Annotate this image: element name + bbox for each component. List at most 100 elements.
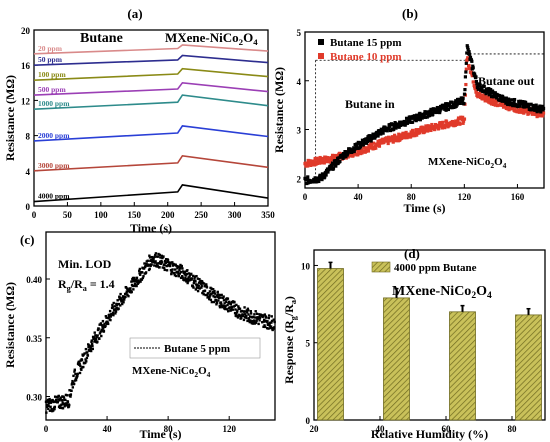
data-point bbox=[495, 103, 500, 108]
data-point bbox=[461, 121, 465, 125]
data-point bbox=[225, 300, 228, 304]
data-point bbox=[110, 313, 113, 316]
data-point bbox=[185, 280, 188, 283]
data-point bbox=[156, 265, 160, 268]
data-point bbox=[410, 128, 415, 133]
data-point bbox=[539, 110, 543, 114]
bar bbox=[515, 314, 542, 421]
data-point bbox=[178, 266, 182, 270]
data-point bbox=[312, 160, 316, 164]
data-point bbox=[429, 108, 433, 112]
data-point bbox=[205, 286, 209, 289]
data-point bbox=[240, 316, 243, 319]
data-point bbox=[394, 126, 398, 130]
data-point bbox=[224, 305, 227, 308]
data-point bbox=[106, 322, 110, 326]
data-point bbox=[160, 259, 163, 263]
data-point bbox=[221, 305, 224, 309]
data-point bbox=[320, 177, 324, 182]
legend: Butane 15 ppm Butane 10 ppm bbox=[318, 37, 402, 63]
data-point bbox=[184, 274, 187, 277]
y-tick-label: 0.40 bbox=[26, 275, 42, 285]
data-point bbox=[516, 108, 520, 112]
data-point bbox=[114, 310, 118, 313]
data-point bbox=[92, 336, 96, 339]
data-point bbox=[491, 90, 495, 94]
data-point bbox=[501, 103, 505, 107]
data-point bbox=[50, 407, 53, 411]
data-point bbox=[125, 290, 129, 293]
data-point bbox=[111, 305, 114, 309]
panel-label: (b) bbox=[402, 6, 418, 21]
data-point bbox=[508, 99, 512, 103]
data-point bbox=[163, 259, 167, 263]
data-point bbox=[489, 91, 493, 95]
series-line bbox=[33, 54, 269, 66]
data-point bbox=[315, 161, 320, 166]
data-point bbox=[444, 123, 448, 127]
data-point bbox=[135, 284, 138, 288]
y-tick-label: 10 bbox=[301, 261, 311, 271]
data-point bbox=[245, 315, 248, 318]
data-point bbox=[87, 344, 91, 347]
data-point bbox=[217, 296, 221, 300]
data-point bbox=[243, 315, 247, 319]
data-point bbox=[254, 310, 257, 313]
y-axis-label: Resistance (MΩ) bbox=[3, 75, 17, 161]
data-point bbox=[148, 267, 151, 271]
data-point bbox=[150, 263, 153, 266]
data-point bbox=[438, 109, 442, 113]
data-point bbox=[371, 134, 376, 138]
data-point bbox=[49, 401, 53, 404]
data-point bbox=[194, 280, 197, 283]
data-point bbox=[96, 340, 99, 343]
data-point bbox=[154, 252, 158, 255]
data-point bbox=[474, 90, 479, 94]
data-point bbox=[501, 105, 506, 109]
data-point bbox=[129, 287, 132, 290]
data-point bbox=[324, 155, 328, 159]
data-point bbox=[86, 351, 89, 354]
data-point bbox=[504, 96, 508, 100]
data-point bbox=[262, 320, 266, 323]
data-point bbox=[474, 75, 478, 79]
data-point bbox=[246, 319, 249, 323]
series-line bbox=[33, 94, 269, 110]
data-point bbox=[84, 347, 88, 351]
series-points bbox=[303, 44, 546, 186]
data-point bbox=[329, 157, 333, 162]
data-point bbox=[152, 259, 155, 262]
data-point bbox=[199, 282, 203, 285]
data-point bbox=[131, 284, 134, 288]
x-tick-label: 60 bbox=[442, 424, 452, 434]
data-point bbox=[262, 325, 265, 329]
data-point bbox=[352, 146, 356, 150]
data-point bbox=[263, 318, 266, 322]
data-point bbox=[412, 114, 416, 118]
data-point bbox=[164, 261, 167, 265]
series-label: 3000 ppm bbox=[38, 161, 70, 170]
x-tick-label: 40 bbox=[103, 424, 113, 434]
data-point bbox=[156, 262, 159, 265]
data-point bbox=[511, 106, 515, 110]
data-point bbox=[252, 315, 255, 319]
data-point bbox=[68, 403, 71, 407]
data-point bbox=[125, 291, 128, 295]
data-point bbox=[56, 400, 59, 404]
data-point bbox=[344, 155, 348, 159]
data-point bbox=[262, 315, 265, 318]
data-point bbox=[402, 131, 406, 136]
data-point bbox=[199, 279, 202, 283]
data-point bbox=[329, 160, 333, 164]
data-point bbox=[418, 118, 422, 122]
data-point bbox=[266, 320, 269, 323]
data-point bbox=[184, 276, 187, 280]
data-point bbox=[245, 316, 248, 320]
data-point bbox=[175, 265, 179, 268]
data-point bbox=[221, 296, 225, 300]
y-tick-label: 0.35 bbox=[26, 334, 42, 344]
data-point bbox=[461, 119, 466, 123]
data-point bbox=[90, 339, 93, 342]
data-point bbox=[408, 118, 412, 123]
data-point bbox=[161, 266, 164, 269]
